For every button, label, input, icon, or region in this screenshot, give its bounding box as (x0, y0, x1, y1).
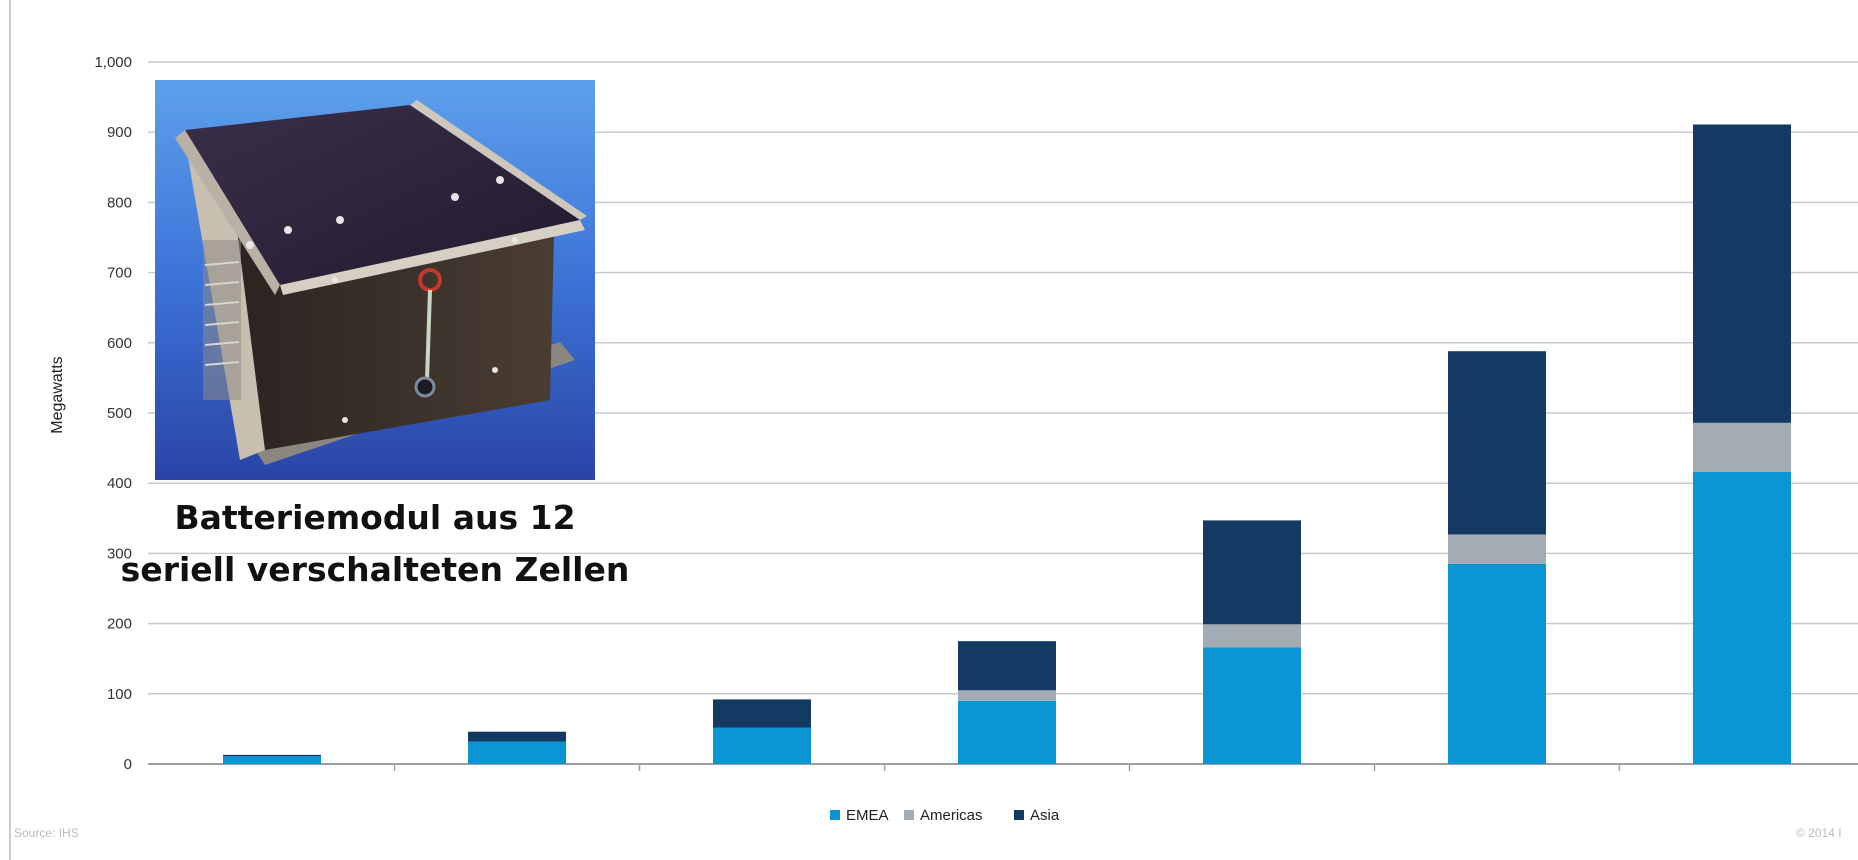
bar-emea-0 (223, 756, 321, 764)
bar-asia-2 (713, 699, 811, 728)
photo-caption: Batteriemodul aus 12 seriell verschaltet… (120, 492, 630, 596)
caption-line-2: seriell verschalteten Zellen (120, 550, 630, 589)
bar-americas-5 (1448, 534, 1546, 564)
bar-asia-6 (1693, 124, 1791, 423)
bar-americas-4 (1203, 624, 1301, 648)
bar-americas-3 (958, 690, 1056, 701)
legend-swatch-asia (1014, 810, 1024, 820)
y-tick-label: 700 (107, 265, 132, 282)
y-tick-label: 100 (107, 686, 132, 703)
legend-swatch-americas (904, 810, 914, 820)
y-tick-label: 1,000 (94, 54, 132, 71)
battery-module-image (155, 80, 595, 480)
bar-americas-6 (1693, 422, 1791, 472)
legend-label-emea: EMEA (846, 807, 889, 824)
y-tick-label: 500 (107, 405, 132, 422)
bar-emea-4 (1203, 647, 1301, 764)
bar-emea-3 (958, 700, 1056, 764)
legend-swatch-emea (830, 810, 840, 820)
bar-asia-3 (958, 641, 1056, 691)
bar-asia-0 (223, 754, 321, 757)
legend-label-asia: Asia (1030, 807, 1060, 824)
bar-emea-1 (468, 741, 566, 764)
y-tick-label: 300 (107, 545, 132, 562)
y-tick-label: 900 (107, 124, 132, 141)
y-tick-label: 800 (107, 194, 132, 211)
bar-asia-4 (1203, 520, 1301, 625)
bar-asia-1 (468, 731, 566, 742)
y-axis-title: Megawatts (49, 356, 66, 433)
battery-module-photo (155, 80, 595, 480)
y-tick-label: 400 (107, 475, 132, 492)
copyright-note: © 2014 I (1796, 826, 1842, 840)
bar-emea-2 (713, 727, 811, 764)
y-tick-label: 0 (124, 756, 132, 773)
y-tick-label: 200 (107, 616, 132, 633)
legend-label-americas: Americas (920, 807, 983, 824)
caption-line-1: Batteriemodul aus 12 (174, 498, 576, 537)
bar-asia-5 (1448, 351, 1546, 535)
bar-emea-6 (1693, 471, 1791, 764)
y-tick-label: 600 (107, 335, 132, 352)
bar-emea-5 (1448, 563, 1546, 764)
source-note: Source: IHS (14, 826, 79, 840)
